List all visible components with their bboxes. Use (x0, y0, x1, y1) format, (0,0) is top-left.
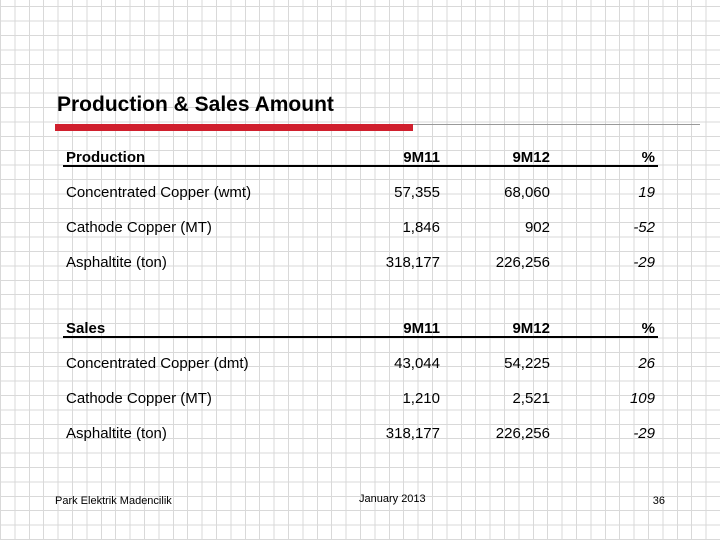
table-cell: 26 (638, 355, 655, 372)
row-label: Concentrated Copper (wmt) (66, 184, 252, 201)
table-cell: 68,060 (504, 184, 550, 201)
table-cell: 318,177 (385, 254, 440, 271)
table-cell: 1,846 (402, 219, 440, 236)
table-cell: 318,177 (385, 425, 440, 442)
row-label: Asphaltite (ton) (66, 254, 167, 271)
table-cell: 109 (629, 390, 655, 407)
column-header: Sales (66, 320, 106, 337)
column-header: 9M11 (403, 149, 440, 166)
table-cell: 57,355 (394, 184, 440, 201)
table-cell: 1,210 (402, 390, 440, 407)
table-cell: 902 (524, 219, 550, 236)
footer-left: Park Elektrik Madencilik (55, 495, 172, 507)
table-cell: 19 (638, 184, 655, 201)
header-rule (63, 165, 658, 167)
row-label: Cathode Copper (MT) (66, 390, 212, 407)
table-cell: -29 (633, 425, 655, 442)
footer-center: January 2013 (359, 493, 426, 505)
table-cell: 226,256 (495, 425, 550, 442)
column-header: % (641, 149, 655, 166)
column-header: % (641, 320, 655, 337)
table-cell: -29 (633, 254, 655, 271)
title-rule (413, 124, 700, 125)
column-header: Production (66, 149, 146, 166)
table-cell: -52 (633, 219, 655, 236)
header-rule (63, 336, 658, 338)
table-cell: 43,044 (394, 355, 440, 372)
row-label: Asphaltite (ton) (66, 425, 167, 442)
column-header: 9M11 (403, 320, 440, 337)
row-label: Cathode Copper (MT) (66, 219, 212, 236)
table-cell: 2,521 (512, 390, 550, 407)
title-underline (55, 124, 413, 131)
table-cell: 226,256 (495, 254, 550, 271)
slide-title: Production & Sales Amount (57, 93, 334, 116)
column-header: 9M12 (512, 320, 550, 337)
table-cell: 54,225 (504, 355, 550, 372)
row-label: Concentrated Copper (dmt) (66, 355, 249, 372)
page-number: 36 (652, 495, 665, 507)
column-header: 9M12 (512, 149, 550, 166)
